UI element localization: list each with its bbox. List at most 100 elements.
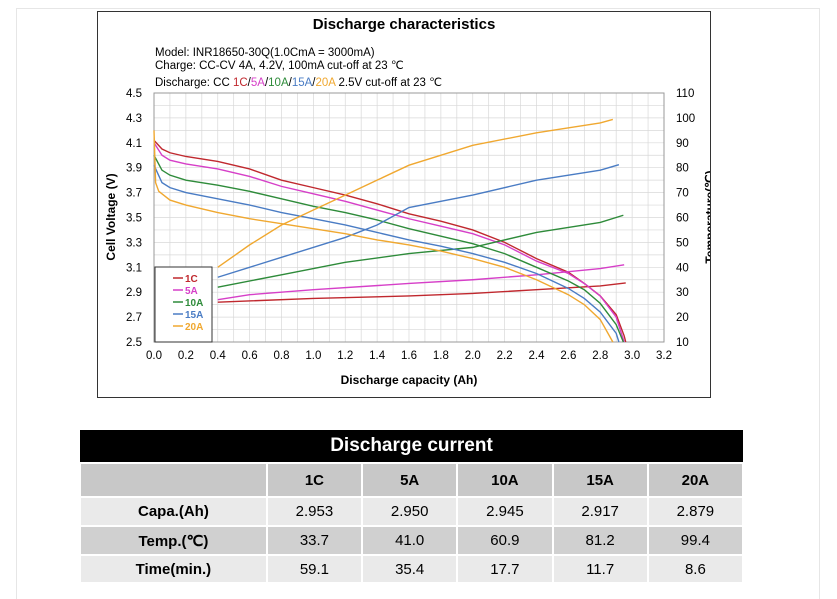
x-tick-label: 2.4 xyxy=(529,350,546,362)
discharge-rate-1C: 1C xyxy=(233,77,248,89)
y2-tick-label: 10 xyxy=(676,337,689,349)
separator: / xyxy=(265,77,269,89)
table-row: Temp.(℃) 33.7 41.0 60.9 81.2 99.4 xyxy=(79,525,745,556)
cell: 35.4 xyxy=(361,554,459,584)
discharge-suffix: 2.5V cut-off at 23 ℃ xyxy=(335,77,442,89)
table-row: Capa.(Ah) 2.953 2.950 2.945 2.917 2.879 xyxy=(79,496,745,527)
header-cell: 20A xyxy=(646,462,745,498)
cell: 60.9 xyxy=(456,525,554,556)
y2-tick-label: 70 xyxy=(676,188,689,200)
x-tick-label: 1.4 xyxy=(369,350,386,362)
x-tick-label: 1.8 xyxy=(433,350,449,362)
y-tick-label: 3.9 xyxy=(126,163,142,175)
discharge-table: Discharge current 1C 5A 10A 15A 20A Capa… xyxy=(79,430,745,584)
cell: 11.7 xyxy=(551,554,649,584)
legend-label: 15A xyxy=(185,310,203,321)
discharge-rate-20A: 20A xyxy=(316,77,337,89)
table-title: Discharge current xyxy=(80,430,743,463)
voltage-line-5A xyxy=(153,142,625,343)
y-tick-label: 2.5 xyxy=(126,337,142,349)
y-tick-label: 2.7 xyxy=(126,312,142,324)
y2-tick-label: 60 xyxy=(676,213,689,225)
cell: 2.945 xyxy=(456,496,554,527)
legend-label: 10A xyxy=(185,298,203,309)
discharge-rate-15A: 15A xyxy=(292,77,313,89)
cell: 2.950 xyxy=(361,496,459,527)
legend-label: 1C xyxy=(185,274,198,285)
y2-tick-label: 20 xyxy=(676,312,689,324)
chart-subtitle: Charge: CC-CV 4A, 4.2V, 100mA cut-off at… xyxy=(155,60,404,72)
legend-label: 20A xyxy=(185,322,203,333)
cell: 17.7 xyxy=(456,554,554,584)
table-header-row: 1C 5A 10A 15A 20A xyxy=(79,462,745,498)
y-tick-label: 2.9 xyxy=(126,287,142,299)
voltage-line-10A xyxy=(153,154,625,343)
separator: / xyxy=(289,77,293,89)
x-tick-label: 0.6 xyxy=(242,350,258,362)
y2-tick-label: 80 xyxy=(676,163,689,175)
cell: 99.4 xyxy=(646,525,745,556)
y2-tick-label: 50 xyxy=(676,237,689,249)
cell: 2.953 xyxy=(265,496,364,527)
cell: 59.1 xyxy=(265,554,364,584)
x-tick-label: 0.0 xyxy=(146,350,162,362)
x-tick-label: 0.8 xyxy=(274,350,290,362)
separator: / xyxy=(248,77,252,89)
x-tick-label: 1.2 xyxy=(337,350,353,362)
x-tick-label: 2.0 xyxy=(465,350,481,362)
header-cell: 5A xyxy=(361,462,459,498)
cell: 81.2 xyxy=(551,525,649,556)
x-tick-label: 2.8 xyxy=(592,350,608,362)
x-tick-label: 1.0 xyxy=(305,350,321,362)
y-tick-label: 3.5 xyxy=(126,213,142,225)
y-tick-label: 4.5 xyxy=(126,88,142,100)
voltage-line-20A xyxy=(153,130,614,343)
row-label: Time(min.) xyxy=(79,554,268,584)
temperature-line-5A xyxy=(217,264,625,301)
y2-tick-label: 110 xyxy=(676,88,694,100)
header-cell: 15A xyxy=(551,462,649,498)
x-tick-label: 2.6 xyxy=(560,350,576,362)
cell: 2.917 xyxy=(551,496,649,527)
y2-tick-label: 40 xyxy=(676,262,689,274)
discharge-rate-5A: 5A xyxy=(251,77,265,89)
cell: 41.0 xyxy=(361,525,459,556)
cell: 8.6 xyxy=(646,554,745,584)
y2-tick-label: 30 xyxy=(676,287,689,299)
table-row: Time(min.) 59.1 35.4 17.7 11.7 8.6 xyxy=(79,554,745,584)
header-cell: 10A xyxy=(456,462,554,498)
discharge-rate-10A: 10A xyxy=(268,77,289,89)
y-tick-label: 3.1 xyxy=(126,262,142,274)
cell: 33.7 xyxy=(265,525,364,556)
content-card xyxy=(16,8,820,599)
cell: 2.879 xyxy=(646,496,745,527)
legend-box xyxy=(154,266,213,343)
plot-area xyxy=(153,92,665,343)
x-tick-label: 0.4 xyxy=(210,350,227,362)
discharge-prefix: Discharge: CC xyxy=(155,77,233,89)
temperature-line-15A xyxy=(217,164,620,278)
temperature-line-20A xyxy=(217,118,614,268)
header-cell: 1C xyxy=(265,462,364,498)
x-axis-label: Discharge capacity (Ah) xyxy=(341,373,478,387)
y2-tick-label: 90 xyxy=(676,138,689,150)
discharge-chart: Discharge characteristics Model: INR18650… xyxy=(97,11,711,398)
voltage-line-15A xyxy=(153,164,620,343)
temperature-line-1C xyxy=(217,282,626,303)
x-tick-label: 2.2 xyxy=(497,350,513,362)
chart-svg: Discharge characteristics Model: INR18650… xyxy=(104,16,710,387)
row-label: Capa.(Ah) xyxy=(79,496,268,527)
legend-label: 5A xyxy=(185,286,198,297)
x-tick-label: 0.2 xyxy=(178,350,194,362)
x-tick-label: 3.0 xyxy=(624,350,640,362)
discharge-condition: Discharge: CC 1C/5A/10A/15A/20A 2.5V cut… xyxy=(155,77,442,89)
y-axis-label: Cell Voltage (V) xyxy=(104,173,118,260)
x-tick-label: 1.6 xyxy=(401,350,417,362)
chart-title: Discharge characteristics xyxy=(313,16,496,33)
chart-subtitle: Model: INR18650-30Q(1.0CmA = 3000mA) xyxy=(155,47,375,59)
y-tick-label: 3.7 xyxy=(126,188,142,200)
header-empty xyxy=(79,462,268,498)
y-tick-label: 3.3 xyxy=(126,237,142,249)
y2-tick-label: 100 xyxy=(676,113,695,125)
y2-axis-label: Temperature(℃) xyxy=(703,170,710,263)
